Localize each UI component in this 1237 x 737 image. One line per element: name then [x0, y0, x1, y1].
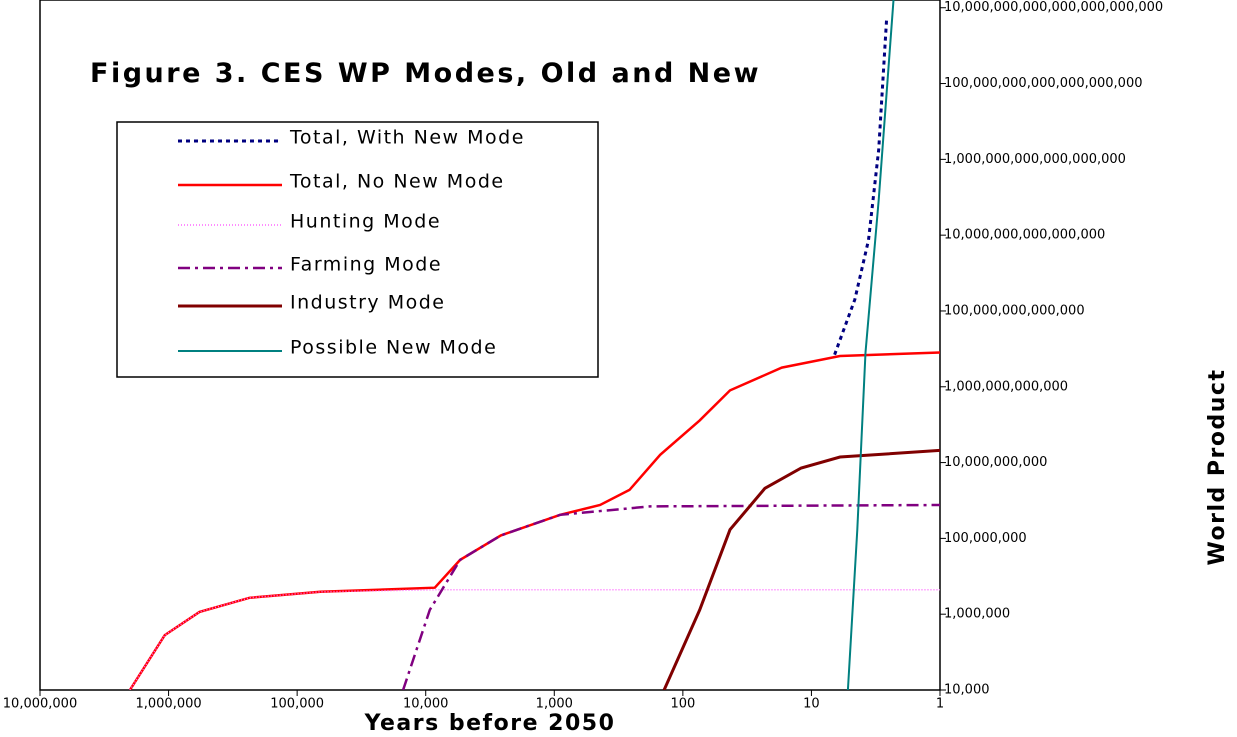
legend-label: Total, With New Mode: [289, 127, 525, 149]
series-line: [128, 351, 940, 690]
legend-label: Farming Mode: [290, 254, 442, 276]
series-line: [846, 0, 895, 690]
y-tick-label: 100,000,000: [944, 531, 1027, 546]
plot-lines: [128, 0, 940, 690]
legend-box: [116, 121, 599, 378]
y-axis-label: World Product: [1205, 369, 1230, 566]
series-line: [401, 503, 940, 690]
y-tick-label: 10,000,000,000: [944, 455, 1047, 470]
plot-frame: [39, 0, 941, 691]
y-tick-label: 1,000,000,000,000,000,000: [944, 152, 1126, 167]
y-tick-label: 1,000,000,000,000: [944, 379, 1068, 394]
x-tick-label: 100,000: [270, 697, 324, 712]
y-tick-label: 10,000: [944, 683, 990, 698]
y-tick-label: 10,000,000,000,000,000: [944, 228, 1105, 243]
y-tick-label: 100,000,000,000,000: [944, 303, 1085, 318]
x-tick-label: 10,000,000: [3, 697, 77, 712]
x-tick-label: 10,000: [403, 697, 449, 712]
x-tick-label: 1,000,000: [135, 697, 201, 712]
chart-title: Figure 3. CES WP Modes, Old and New: [90, 58, 761, 89]
series-line: [662, 448, 940, 690]
legend-label: Hunting Mode: [290, 211, 441, 233]
x-tick-label: 100: [670, 697, 695, 712]
x-tick-label: 1,000: [536, 697, 573, 712]
series-line: [129, 589, 940, 690]
y-tick-label: 10,000,000,000,000,000,000,000: [944, 0, 1163, 15]
legend-label: Total, No New Mode: [289, 171, 505, 193]
x-tick-label: 10: [803, 697, 820, 712]
x-axis-label: Years before 2050: [364, 711, 616, 736]
x-tick-label: 1: [936, 697, 944, 712]
legend-label: Possible New Mode: [290, 337, 497, 359]
y-tick-label: 100,000,000,000,000,000,000: [944, 76, 1143, 91]
legend-label: Industry Mode: [290, 292, 445, 314]
y-tick-label: 1,000,000: [944, 607, 1010, 622]
